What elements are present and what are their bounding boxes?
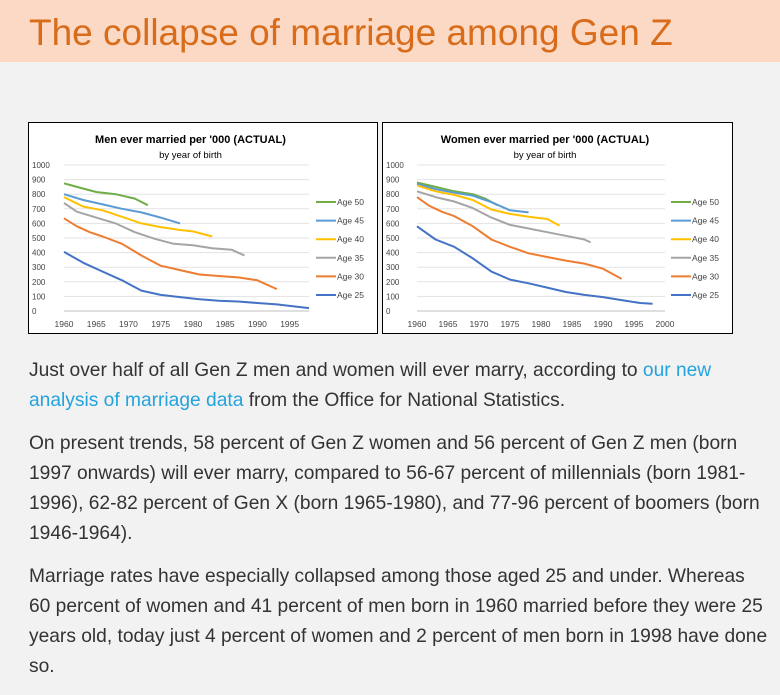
men-chart-ytick-label: 800 <box>32 190 46 199</box>
men-chart-series-age-40 <box>63 196 213 238</box>
article-paragraph-2: On present trends, 58 percent of Gen Z w… <box>29 433 760 544</box>
article-paragraph-1: Just over half of all Gen Z men and wome… <box>29 356 769 416</box>
women-chart-ytick-label: 800 <box>386 190 400 199</box>
men-chart-subtitle: by year of birth <box>159 150 222 161</box>
women-chart-xtick-label: 1980 <box>532 319 551 329</box>
men-chart-title: Men ever married per '000 (ACTUAL) <box>95 134 286 146</box>
women-chart-xtick-label: 1995 <box>625 319 644 329</box>
women-chart-series-age-25 <box>416 225 653 305</box>
men-chart-legend-label: Age 40 <box>337 234 364 244</box>
women-chart-ytick-label: 900 <box>386 176 400 185</box>
women-chart-title: Women ever married per '000 (ACTUAL) <box>441 134 650 146</box>
chart-women-svg: Women ever married per '000 (ACTUAL) by y… <box>386 134 719 329</box>
men-chart-ytick-label: 0 <box>32 307 37 316</box>
men-chart-series-age-50 <box>63 182 149 207</box>
men-chart-series-age-45 <box>63 193 181 225</box>
article-body: Just over half of all Gen Z men and wome… <box>29 356 769 695</box>
men-chart-ytick-label: 100 <box>32 292 46 301</box>
paragraph-1-intro: Just over half of all Gen Z men and wome… <box>29 360 643 381</box>
men-chart-xtick-label: 1990 <box>248 319 267 329</box>
men-chart-xtick-label: 1975 <box>151 319 170 329</box>
title-bar: The collapse of marriage among Gen Z <box>0 0 780 62</box>
men-chart-xtick-label: 1980 <box>183 319 202 329</box>
women-chart-ytick-label: 200 <box>386 278 400 287</box>
women-chart-ytick-label: 0 <box>386 307 391 316</box>
men-chart-legend-label: Age 25 <box>337 290 364 300</box>
women-chart-xtick-label: 1970 <box>470 319 489 329</box>
men-chart-ytick-label: 900 <box>32 176 46 185</box>
women-chart-ytick-label: 600 <box>386 219 400 228</box>
men-chart-series-age-30 <box>63 217 278 291</box>
women-chart-xtick-label: 1965 <box>439 319 458 329</box>
women-chart-ytick-label: 500 <box>386 234 400 243</box>
women-chart-xtick-label: 2000 <box>656 319 675 329</box>
men-chart-ytick-label: 300 <box>32 263 46 272</box>
women-chart-legend-label: Age 25 <box>692 290 719 300</box>
men-chart-legend-label: Age 50 <box>337 197 364 207</box>
page-title: The collapse of marriage among Gen Z <box>29 12 673 53</box>
analysis-link[interactable]: our new analysis of marriage data <box>29 360 712 411</box>
men-chart-xtick-label: 1995 <box>280 319 299 329</box>
men-chart-legend-label: Age 30 <box>337 271 364 281</box>
chart-men-svg: Men ever married per '000 (ACTUAL) by yea… <box>32 134 364 329</box>
men-chart-xtick-label: 1965 <box>87 319 106 329</box>
men-chart-xtick-label: 1960 <box>55 319 74 329</box>
women-chart-ytick-label: 300 <box>386 263 400 272</box>
men-chart-series-age-25 <box>63 251 310 310</box>
women-chart-subtitle: by year of birth <box>514 150 577 161</box>
women-chart-series-age-40 <box>416 184 561 227</box>
women-chart-ytick-label: 100 <box>386 292 400 301</box>
men-chart-series-age-35 <box>63 202 245 257</box>
women-chart-legend-label: Age 40 <box>692 234 719 244</box>
men-chart-ytick-label: 500 <box>32 234 46 243</box>
men-chart-ytick-label: 1000 <box>32 161 50 170</box>
chart-men-ever-married: Men ever married per '000 (ACTUAL) by yea… <box>28 122 378 334</box>
men-chart-ytick-label: 200 <box>32 278 46 287</box>
women-chart-series-age-45 <box>416 183 529 214</box>
women-chart-legend-label: Age 30 <box>692 271 719 281</box>
women-chart-ytick-label: 1000 <box>386 161 404 170</box>
women-chart-ytick-label: 700 <box>386 205 400 214</box>
men-chart-ytick-label: 700 <box>32 205 46 214</box>
women-chart-xtick-label: 1985 <box>563 319 582 329</box>
men-chart-xtick-label: 1985 <box>216 319 235 329</box>
women-chart-legend-label: Age 35 <box>692 253 719 263</box>
women-chart-legend-label: Age 45 <box>692 216 719 226</box>
article-paragraph-3: Marriage rates have especially collapsed… <box>29 566 768 677</box>
men-chart-legend-label: Age 45 <box>337 216 364 226</box>
chart-women-ever-married: Women ever married per '000 (ACTUAL) by y… <box>382 122 733 334</box>
women-chart-xtick-label: 1990 <box>594 319 613 329</box>
women-chart-series-age-30 <box>416 196 623 280</box>
men-chart-ytick-label: 600 <box>32 219 46 228</box>
paragraph-1-outro: from the Office for National Statistics. <box>243 390 566 411</box>
men-chart-xtick-label: 1970 <box>119 319 138 329</box>
women-chart-xtick-label: 1975 <box>501 319 520 329</box>
women-chart-xtick-label: 1960 <box>408 319 427 329</box>
women-chart-ytick-label: 400 <box>386 249 400 258</box>
women-chart-series-age-35 <box>416 190 592 244</box>
men-chart-legend-label: Age 35 <box>337 253 364 263</box>
women-chart-legend-label: Age 50 <box>692 197 719 207</box>
men-chart-ytick-label: 400 <box>32 249 46 258</box>
